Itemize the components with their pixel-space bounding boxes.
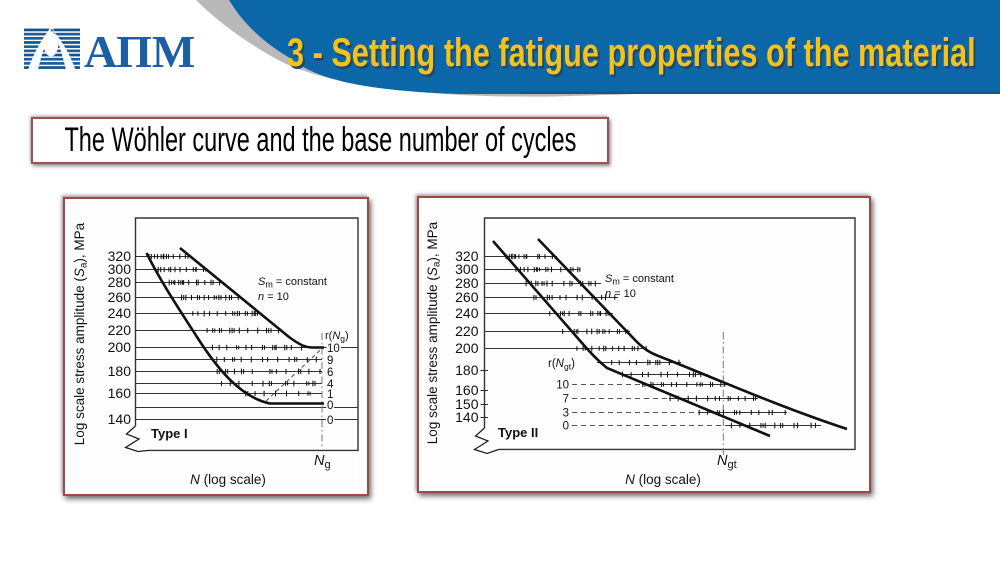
svg-text:4: 4 xyxy=(327,379,334,391)
svg-text:r(Ng): r(Ng) xyxy=(325,330,349,344)
svg-text:320: 320 xyxy=(455,248,479,264)
svg-text:Log scale stress amplitude (Sa: Log scale stress amplitude (Sa), MPa xyxy=(72,222,90,445)
svg-text:320: 320 xyxy=(108,248,132,264)
svg-text:Sm = constant: Sm = constant xyxy=(605,273,674,287)
svg-text:240: 240 xyxy=(108,305,132,321)
svg-text:220: 220 xyxy=(455,323,479,339)
svg-text:180: 180 xyxy=(455,362,479,378)
svg-text:160: 160 xyxy=(108,385,132,401)
svg-text:n = 10: n = 10 xyxy=(258,291,289,303)
svg-text:0: 0 xyxy=(327,400,333,412)
svg-text:7: 7 xyxy=(563,394,569,406)
svg-text:Type II: Type II xyxy=(498,425,538,440)
svg-text:0: 0 xyxy=(327,415,333,427)
svg-text:220: 220 xyxy=(108,322,132,338)
svg-text:Ng: Ng xyxy=(314,453,331,471)
svg-text:0: 0 xyxy=(563,421,569,433)
svg-text:300: 300 xyxy=(455,261,479,277)
svg-text:140: 140 xyxy=(455,409,479,425)
svg-text:3: 3 xyxy=(563,408,569,420)
svg-text:Log scale stress amplitude (Sa: Log scale stress amplitude (Sa), MPa xyxy=(425,221,443,444)
svg-text:N (log scale): N (log scale) xyxy=(190,472,266,487)
svg-text:200: 200 xyxy=(108,339,132,355)
svg-text:140: 140 xyxy=(108,411,132,427)
svg-text:6: 6 xyxy=(327,367,333,379)
svg-text:10: 10 xyxy=(327,343,340,355)
svg-text:200: 200 xyxy=(455,340,479,356)
svg-text:N (log scale): N (log scale) xyxy=(625,472,701,487)
svg-text:r(Ngt): r(Ngt) xyxy=(548,358,575,372)
svg-text:280: 280 xyxy=(455,275,479,291)
svg-text:260: 260 xyxy=(108,289,132,305)
svg-text:Ngt: Ngt xyxy=(717,453,737,471)
svg-text:1: 1 xyxy=(327,389,333,401)
svg-text:240: 240 xyxy=(455,305,479,321)
svg-text:180: 180 xyxy=(108,363,132,379)
svg-text:Sm = constant: Sm = constant xyxy=(258,276,327,290)
svg-text:9: 9 xyxy=(327,355,333,367)
svg-text:n = 10: n = 10 xyxy=(605,288,636,300)
svg-text:260: 260 xyxy=(455,289,479,305)
svg-text:150: 150 xyxy=(455,396,479,412)
svg-text:Type I: Type I xyxy=(151,426,188,441)
svg-text:300: 300 xyxy=(108,261,132,277)
svg-text:10: 10 xyxy=(556,380,569,392)
svg-text:160: 160 xyxy=(455,382,479,398)
svg-text:280: 280 xyxy=(108,274,132,290)
